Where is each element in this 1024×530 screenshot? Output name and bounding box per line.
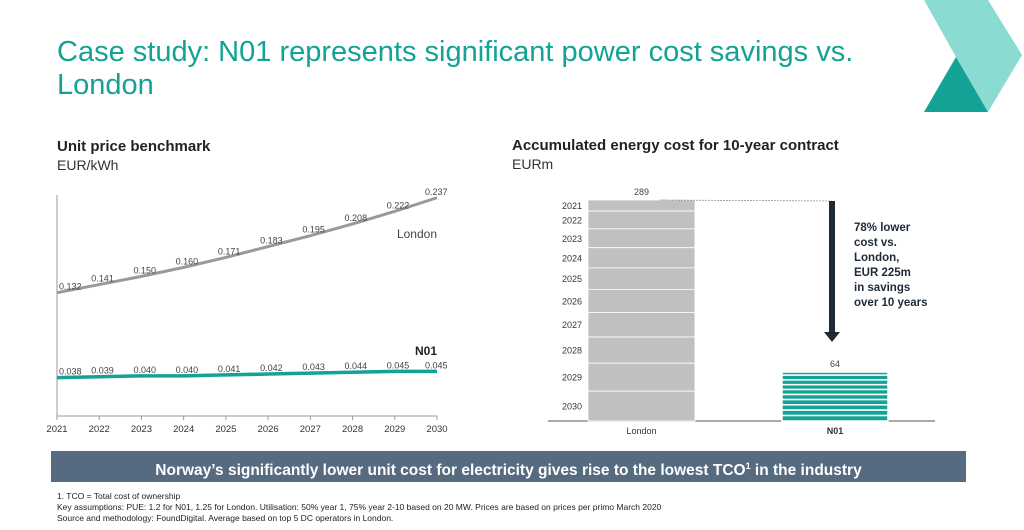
x-tick-label: 2030 [426, 424, 447, 435]
segment-label: 2025 [562, 274, 582, 284]
x-tick-label: 2021 [46, 424, 67, 435]
x-tick-label: 2026 [258, 424, 279, 435]
data-label: 0.042 [260, 363, 283, 373]
bar-value-label: 289 [634, 187, 649, 197]
footnote: 1. TCO = Total cost of ownership [57, 491, 181, 501]
x-tick-label: 2025 [215, 424, 236, 435]
connector-dashed-line [659, 199, 833, 202]
bar-segment-london [587, 199, 696, 212]
arrow-shaft [829, 201, 835, 332]
bar-segment-london [587, 362, 696, 392]
bar-segment-n01 [781, 409, 889, 417]
segment-label: 2029 [562, 373, 582, 383]
data-label: 0.195 [302, 225, 325, 235]
data-label: 0.141 [91, 274, 114, 284]
segment-label: 2028 [562, 346, 582, 356]
banner-text: Norway’s significantly lower unit cost f… [155, 462, 746, 480]
x-tick-label: 2023 [131, 424, 152, 435]
bar-chart-unit: EURm [512, 156, 554, 172]
banner-text-end: in the industry [750, 462, 862, 480]
key-message-banner: Norway’s significantly lower unit cost f… [51, 451, 966, 482]
data-label: 0.044 [345, 361, 368, 371]
footnote: Source and methodology: FoundDigital. Av… [57, 513, 394, 523]
bar-segment-london [587, 228, 696, 249]
bar-segment-london [587, 312, 696, 338]
bar-segment-n01 [781, 393, 889, 401]
data-label: 0.040 [176, 365, 199, 375]
x-tick-label: 2027 [300, 424, 321, 435]
data-label: 0.222 [387, 200, 410, 210]
segment-label: 2027 [562, 320, 582, 330]
bar-segment-n01 [781, 404, 889, 411]
arrow-down-icon [824, 332, 840, 342]
x-tick-label: 2028 [342, 424, 363, 435]
data-label: 0.041 [218, 364, 241, 374]
data-label: 0.237 [425, 187, 448, 197]
data-label: 0.045 [387, 360, 410, 370]
line-chart-title: Unit price benchmark [57, 138, 211, 155]
bar-segment-london [587, 267, 696, 290]
bar-segment-london [587, 289, 696, 313]
data-label: 0.160 [176, 256, 199, 266]
page-title: Case study: N01 represents significant p… [57, 36, 854, 101]
segment-label: 2022 [562, 215, 582, 225]
annotation-line: over 10 years [854, 297, 928, 309]
data-label: 0.038 [59, 367, 82, 377]
segment-label: 2026 [562, 296, 582, 306]
bar-segment-london [587, 210, 696, 230]
data-label: 0.171 [218, 246, 241, 256]
data-label: 0.045 [425, 360, 448, 370]
annotation-line: in savings [854, 282, 911, 294]
bar-segment-london [587, 336, 696, 364]
bar-value-label: 64 [830, 359, 840, 369]
line-chart-unit: EUR/kWh [57, 157, 119, 173]
data-label: 0.040 [133, 365, 156, 375]
segment-label: 2023 [562, 234, 582, 244]
category-label: N01 [827, 426, 844, 436]
bar-segment-london [587, 390, 696, 422]
bar-segment-n01 [781, 414, 889, 422]
x-tick-label: 2024 [173, 424, 194, 435]
series-line-london [56, 196, 438, 295]
segment-label: 2024 [562, 253, 582, 263]
data-label: 0.039 [91, 366, 114, 376]
footnote-ref: 1 [745, 461, 751, 471]
bar-chart-title: Accumulated energy cost for 10-year cont… [512, 137, 839, 154]
x-tick-label: 2022 [89, 424, 110, 435]
annotation-line: 78% lower [854, 222, 911, 234]
bar-segment-n01 [781, 398, 889, 406]
annotation-line: London, [854, 252, 900, 264]
data-label: 0.132 [59, 282, 82, 292]
annotation-line: EUR 225m [854, 267, 911, 279]
bar-segment-london [587, 247, 696, 269]
data-label: 0.043 [302, 362, 325, 372]
footnotes: 1. TCO = Total cost of ownership Key ass… [57, 491, 661, 524]
annotation-line: cost vs. [854, 237, 897, 249]
category-label: London [626, 426, 656, 436]
savings-annotation: 78% lower cost vs. London, EUR 225m in s… [854, 221, 964, 311]
data-label: 0.150 [133, 265, 156, 275]
x-tick-label: 2029 [384, 424, 405, 435]
series-line-n01 [56, 369, 437, 380]
series-label-london: London [397, 227, 437, 241]
footnote: Key assumptions: PUE: 1.2 for N01, 1.25 … [57, 502, 662, 512]
data-label: 0.208 [345, 213, 368, 223]
segment-label: 2021 [562, 201, 582, 211]
series-label-n01: N01 [415, 344, 437, 358]
segment-label: 2030 [562, 402, 582, 412]
data-label: 0.183 [260, 236, 283, 246]
